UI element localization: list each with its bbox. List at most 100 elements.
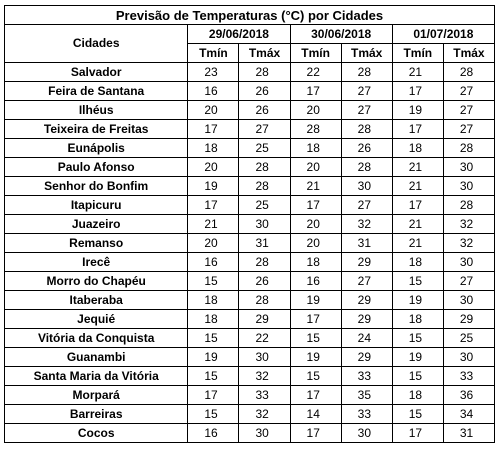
tmax-cell: 32: [238, 366, 291, 386]
tmax-cell: 34: [442, 404, 496, 424]
tmax-cell: 33: [340, 404, 393, 424]
city-name-cell: Irecê: [3, 252, 189, 272]
tmax-cell: 32: [238, 404, 291, 424]
tmax-cell: 30: [340, 176, 393, 196]
tmax-cell: 33: [238, 385, 291, 405]
tmin-cell: 17: [289, 309, 342, 329]
tmax-cell: 32: [442, 233, 496, 253]
tmax-cell: 31: [238, 233, 291, 253]
table-row: Itapicuru 17 25 17 27 17 28: [3, 195, 496, 215]
tmin-cell: 15: [187, 366, 240, 386]
tmin-cell: 17: [391, 81, 444, 101]
tmax-cell: 28: [340, 157, 393, 177]
table-row: Feira de Santana 16 26 17 27 17 27: [3, 81, 496, 101]
tmax-header: Tmáx: [238, 43, 291, 63]
tmin-cell: 20: [289, 100, 342, 120]
table-row: Morpará 17 33 17 35 18 36: [3, 385, 496, 405]
date-header: 29/06/2018: [187, 24, 291, 44]
tmax-cell: 25: [238, 138, 291, 158]
tmin-cell: 18: [391, 138, 444, 158]
tmax-header: Tmáx: [340, 43, 393, 63]
tmax-cell: 35: [340, 385, 393, 405]
table-row: Salvador 23 28 22 28 21 28: [3, 62, 496, 82]
tmin-cell: 18: [187, 309, 240, 329]
tmax-cell: 29: [340, 252, 393, 272]
tmin-cell: 21: [391, 62, 444, 82]
tmax-cell: 29: [442, 309, 496, 329]
tmin-cell: 21: [391, 233, 444, 253]
tmax-cell: 26: [238, 100, 291, 120]
city-name-cell: Itapicuru: [3, 195, 189, 215]
tmin-cell: 16: [187, 423, 240, 443]
tmin-cell: 15: [289, 366, 342, 386]
table-row: Guanambi 19 30 19 29 19 30: [3, 347, 496, 367]
tmin-cell: 28: [289, 119, 342, 139]
tmax-cell: 28: [238, 62, 291, 82]
tmax-cell: 32: [442, 214, 496, 234]
tmin-cell: 15: [187, 404, 240, 424]
date-header-row: Cidades 29/06/2018 30/06/2018 01/07/2018: [3, 24, 496, 63]
tmin-cell: 14: [289, 404, 342, 424]
tmin-cell: 15: [289, 328, 342, 348]
tmin-cell: 22: [289, 62, 342, 82]
table-body: Salvador 23 28 22 28 21 28 Feira de Santana 16 26…: [3, 62, 496, 443]
table-row: Teixeira de Freitas 17 27 28 28 17 27: [3, 119, 496, 139]
forecast-table-container: Previsão de Temperaturas (°C) por Cidade…: [3, 5, 496, 443]
tmin-header: Tmín: [187, 43, 240, 63]
tmax-cell: 30: [442, 347, 496, 367]
tmax-cell: 26: [238, 81, 291, 101]
tmax-cell: 26: [238, 271, 291, 291]
tmin-cell: 18: [289, 252, 342, 272]
tmin-cell: 15: [187, 271, 240, 291]
forecast-table: Previsão de Temperaturas (°C) por Cidade…: [3, 5, 496, 443]
city-name-cell: Itaberaba: [3, 290, 189, 310]
tmin-cell: 21: [187, 214, 240, 234]
city-name-cell: Juazeiro: [3, 214, 189, 234]
tmin-cell: 17: [289, 385, 342, 405]
city-name-cell: Feira de Santana: [3, 81, 189, 101]
tmax-cell: 27: [442, 119, 496, 139]
city-name-cell: Jequié: [3, 309, 189, 329]
tmax-cell: 25: [238, 195, 291, 215]
date-header: 01/07/2018: [391, 24, 496, 44]
tmax-cell: 30: [442, 157, 496, 177]
tmax-cell: 28: [442, 62, 496, 82]
tmin-cell: 15: [391, 404, 444, 424]
title-row: Previsão de Temperaturas (°C) por Cidade…: [4, 5, 495, 25]
tmax-cell: 36: [442, 385, 496, 405]
tmax-cell: 28: [238, 252, 291, 272]
tmax-cell: 29: [340, 309, 393, 329]
tmin-cell: 21: [289, 176, 342, 196]
table-row: Santa Maria da Vitória 15 32 15 33 15 33: [3, 366, 496, 386]
tmin-cell: 17: [391, 119, 444, 139]
date-header: 30/06/2018: [289, 24, 393, 44]
tmin-cell: 18: [187, 290, 240, 310]
tmin-cell: 20: [289, 157, 342, 177]
tmin-cell: 15: [391, 366, 444, 386]
table-row: Jequié 18 29 17 29 18 29: [3, 309, 496, 329]
table-row: Cocos 16 30 17 30 17 31: [3, 423, 496, 443]
table-row: Itaberaba 18 28 19 29 19 30: [3, 290, 496, 310]
tmin-cell: 16: [187, 81, 240, 101]
tmin-cell: 19: [187, 176, 240, 196]
tmin-header: Tmín: [289, 43, 342, 63]
tmax-cell: 30: [238, 347, 291, 367]
tmax-cell: 30: [442, 252, 496, 272]
tmin-cell: 19: [289, 347, 342, 367]
tmax-cell: 27: [442, 81, 496, 101]
table-row: Eunápolis 18 25 18 26 18 28: [3, 138, 496, 158]
table-row: Vitória da Conquista 15 22 15 24 15 25: [3, 328, 496, 348]
tmax-cell: 29: [340, 290, 393, 310]
city-name-cell: Guanambi: [3, 347, 189, 367]
tmin-cell: 20: [187, 157, 240, 177]
tmin-cell: 20: [187, 100, 240, 120]
tmin-cell: 20: [187, 233, 240, 253]
minmax-header-row: Tmín Tmáx Tmín Tmáx Tmín Tmáx: [5, 43, 496, 63]
tmax-cell: 24: [340, 328, 393, 348]
tmax-cell: 30: [442, 290, 496, 310]
tmin-cell: 19: [391, 100, 444, 120]
tmax-cell: 27: [442, 271, 496, 291]
tmax-cell: 27: [340, 81, 393, 101]
city-name-cell: Barreiras: [3, 404, 189, 424]
tmax-cell: 27: [340, 100, 393, 120]
